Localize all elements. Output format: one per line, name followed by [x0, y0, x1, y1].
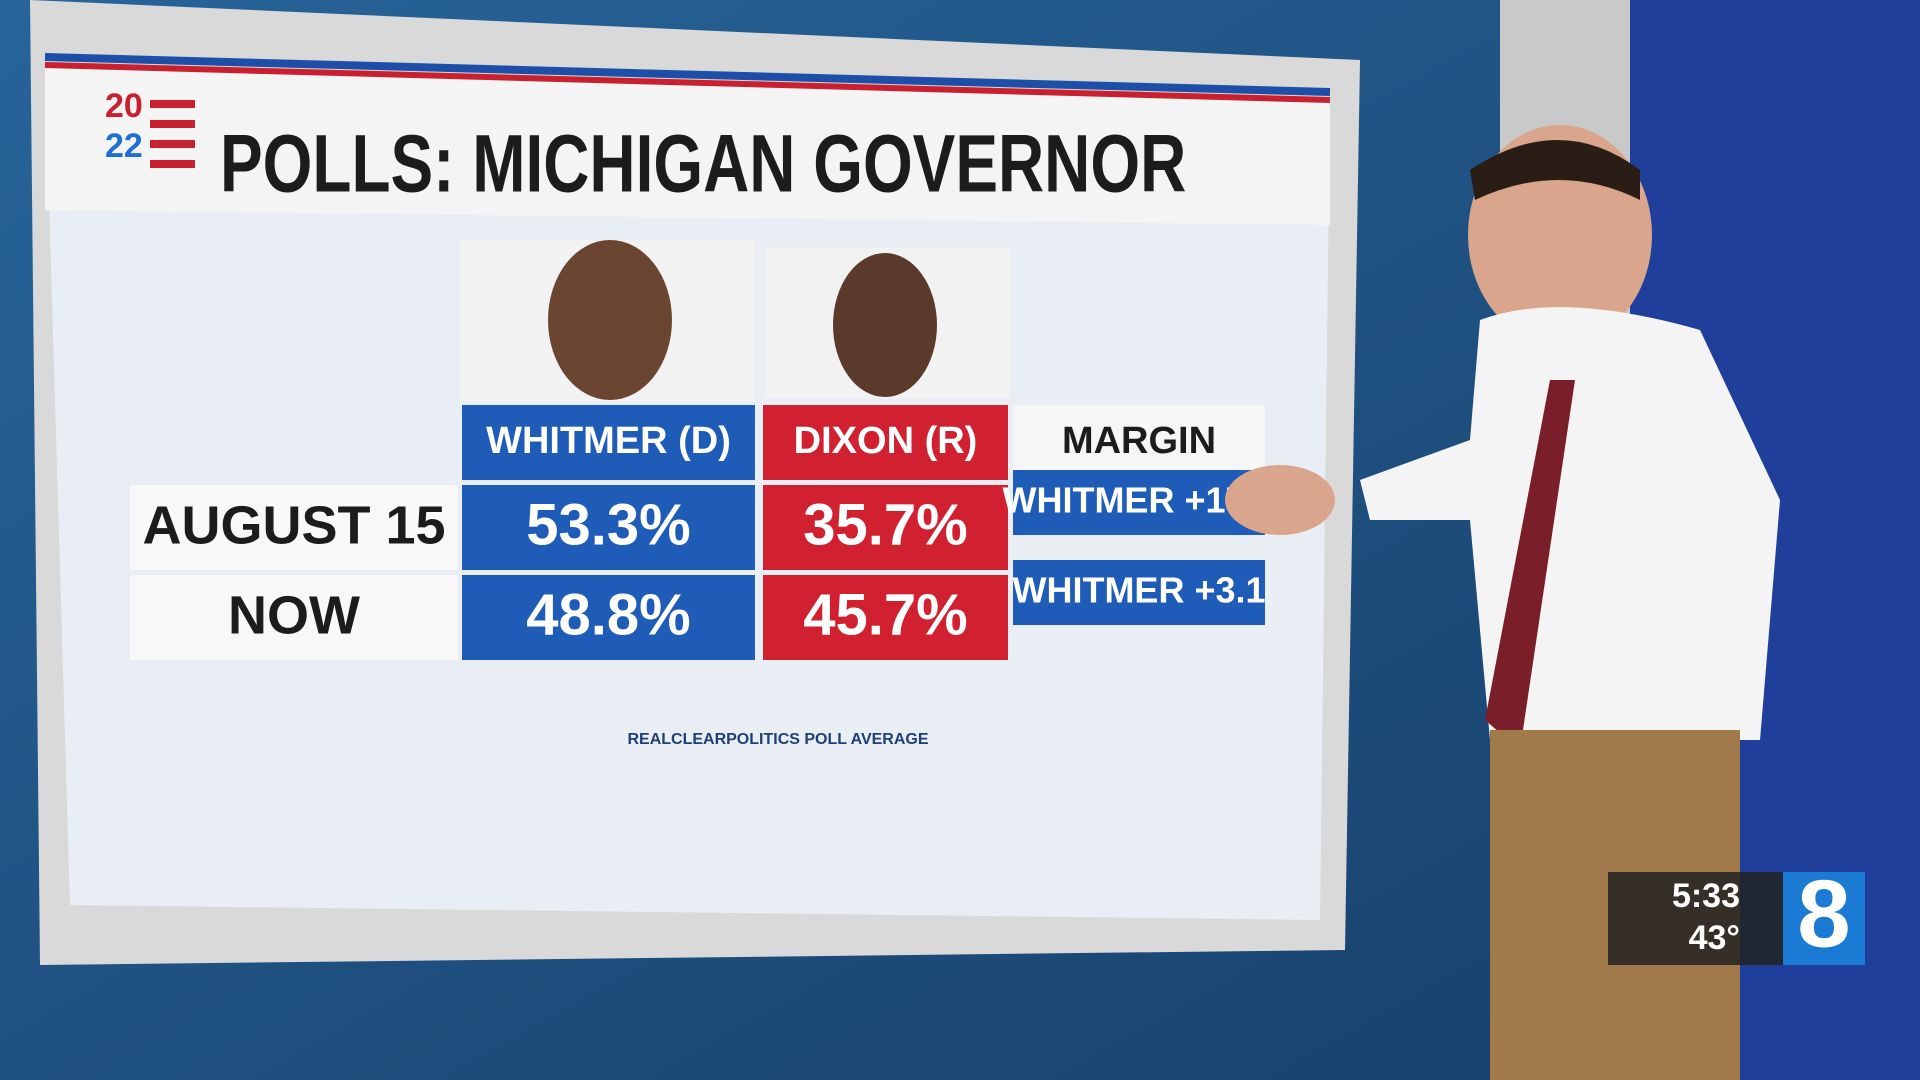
- logo-bottom: 22: [105, 127, 143, 165]
- title-bar: [45, 65, 1330, 225]
- row-label-cell: [130, 575, 458, 660]
- column-header-cell: [1013, 405, 1265, 480]
- column-header: MARGIN: [1062, 420, 1216, 462]
- logo-stripe: [150, 100, 195, 108]
- value-cell: [763, 575, 1008, 660]
- logo-stripe: [150, 120, 195, 128]
- bug-time: 5:33: [1672, 877, 1740, 915]
- value-cell: [1013, 560, 1265, 625]
- title: POLLS: MICHIGAN GOVERNOR: [220, 117, 1186, 210]
- photo-whitmer-figure: [548, 240, 672, 400]
- value: 48.8%: [526, 582, 690, 647]
- logo-stripe: [150, 160, 195, 168]
- bug-logo: [1783, 872, 1865, 965]
- shirt: [1360, 307, 1780, 740]
- bug-temperature: 43°: [1689, 919, 1740, 957]
- photo-dixon-figure: [833, 253, 937, 397]
- value-cell: [462, 575, 755, 660]
- column-header: WHITMER (D): [486, 420, 731, 462]
- source: REALCLEARPOLITICS POLL AVERAGE: [627, 731, 928, 748]
- value: 53.3%: [526, 492, 690, 557]
- logo-stripe: [150, 140, 195, 148]
- bug-panel: [1608, 872, 1783, 965]
- hair: [1470, 140, 1640, 200]
- value-cell: [763, 485, 1008, 570]
- hand: [1225, 465, 1335, 535]
- logo: 20 22: [105, 87, 195, 168]
- row-label: AUGUST 15: [142, 495, 445, 555]
- table: WHITMER (D) DIXON (R) MARGIN AUGUST 15 53.3%…: [130, 405, 1276, 660]
- value: 35.7%: [803, 492, 967, 557]
- blue-rule: [44, 53, 1331, 96]
- value: WHITMER +3.1: [1012, 570, 1265, 611]
- row-label-cell: [130, 485, 458, 570]
- column-header: DIXON (R): [794, 420, 978, 462]
- value-cell: [462, 485, 755, 570]
- value-cell: [1013, 470, 1265, 535]
- column-header-cell: [462, 405, 755, 480]
- column-header-cell: [763, 405, 1008, 480]
- tie: [1485, 380, 1575, 750]
- value: 45.7%: [803, 582, 967, 647]
- red-rule: [44, 62, 1331, 103]
- row-label: NOW: [228, 585, 360, 645]
- bug-channel: 8: [1797, 860, 1850, 967]
- logo-top: 20: [105, 87, 143, 125]
